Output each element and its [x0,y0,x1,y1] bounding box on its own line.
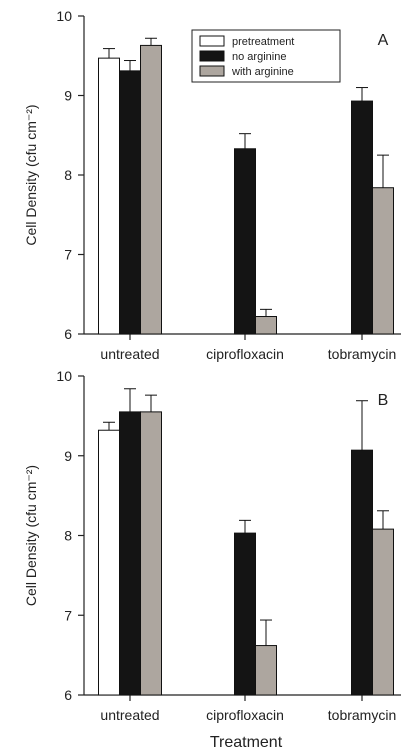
y-tick-label: 9 [64,88,72,104]
y-axis-title: Cell Density (cfu cm⁻²) [23,104,39,245]
legend-label: pretreatment [232,36,294,48]
x-tick-label: ciprofloxacin [206,707,284,723]
bar [98,429,120,696]
legend-label: no arginine [232,51,286,63]
y-tick-label: 7 [64,607,72,623]
panel-label: B [378,392,389,409]
x-axis-title: Treatment [210,734,283,751]
y-tick-label: 10 [56,8,72,24]
legend-label: with arginine [231,66,294,78]
bar [351,100,373,335]
x-tick-label: untreated [100,346,159,362]
legend-swatch [199,50,225,62]
legend-swatch [199,65,225,77]
panel-label: A [378,32,389,49]
bar [255,316,277,335]
panels: 6 7 8 9 10 Cell Density (cfu cm⁻²) untreated ci… [23,8,401,723]
x-tick-label: untreated [100,707,159,723]
bar [98,57,120,335]
panel-b: 6 7 8 9 10 Cell Density (cfu cm⁻²) untreated ci… [23,368,401,723]
y-tick-label: 8 [64,167,72,183]
bar [372,528,394,696]
y-tick-label: 8 [64,528,72,544]
bar [140,411,162,696]
x-tick-label: tobramycin [328,346,396,362]
y-axis-title: Cell Density (cfu cm⁻²) [23,465,39,606]
bar [119,70,141,335]
bar [234,148,256,335]
y-tick-label: 9 [64,448,72,464]
y-tick-label: 6 [64,687,72,703]
panel-a: 6 7 8 9 10 Cell Density (cfu cm⁻²) untreated ci… [23,8,401,362]
bar [255,645,277,696]
bar [119,411,141,696]
bar [140,44,162,335]
bar [351,449,373,696]
y-tick-label: 6 [64,326,72,342]
y-tick-label: 7 [64,247,72,263]
bar [372,187,394,335]
legend-swatch [199,35,225,47]
y-tick-label: 10 [56,368,72,384]
bar [234,532,256,696]
x-tick-label: ciprofloxacin [206,346,284,362]
x-tick-label: tobramycin [328,707,396,723]
